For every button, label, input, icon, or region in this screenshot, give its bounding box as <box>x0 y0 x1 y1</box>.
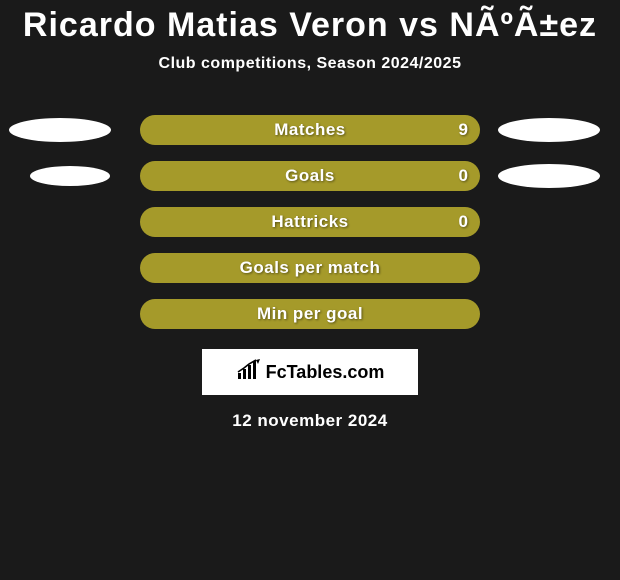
stat-bar: Min per goal <box>140 299 480 329</box>
stat-row-matches: Matches 9 <box>0 115 620 145</box>
stat-row-goals-per-match: Goals per match <box>0 253 620 283</box>
stat-label: Hattricks <box>271 212 348 232</box>
stat-bar: Goals per match <box>140 253 480 283</box>
stat-row-goals: Goals 0 <box>0 161 620 191</box>
page-title: Ricardo Matias Veron vs NÃºÃ±ez <box>0 6 620 45</box>
left-value-ellipse <box>9 118 111 142</box>
stat-label: Matches <box>274 120 346 140</box>
right-value-ellipse <box>498 118 600 142</box>
right-value-ellipse <box>498 164 600 188</box>
stat-bar: Goals 0 <box>140 161 480 191</box>
stat-label: Min per goal <box>257 304 363 324</box>
stat-bar: Hattricks 0 <box>140 207 480 237</box>
stat-rows: Matches 9 Goals 0 Hattricks 0 Goals per … <box>0 115 620 329</box>
stats-infographic: Ricardo Matias Veron vs NÃºÃ±ez Club com… <box>0 6 620 580</box>
branding-badge: FcTables.com <box>202 349 418 395</box>
stat-value-right: 0 <box>459 166 468 186</box>
stat-bar: Matches 9 <box>140 115 480 145</box>
stat-row-hattricks: Hattricks 0 <box>0 207 620 237</box>
stat-value-right: 9 <box>459 120 468 140</box>
chart-icon <box>236 359 262 386</box>
stat-value-right: 0 <box>459 212 468 232</box>
page-subtitle: Club competitions, Season 2024/2025 <box>0 55 620 73</box>
stat-label: Goals per match <box>240 258 381 278</box>
generated-date: 12 november 2024 <box>0 411 620 431</box>
left-value-ellipse <box>30 166 110 186</box>
branding-text: FcTables.com <box>266 362 385 383</box>
stat-row-min-per-goal: Min per goal <box>0 299 620 329</box>
stat-label: Goals <box>285 166 335 186</box>
